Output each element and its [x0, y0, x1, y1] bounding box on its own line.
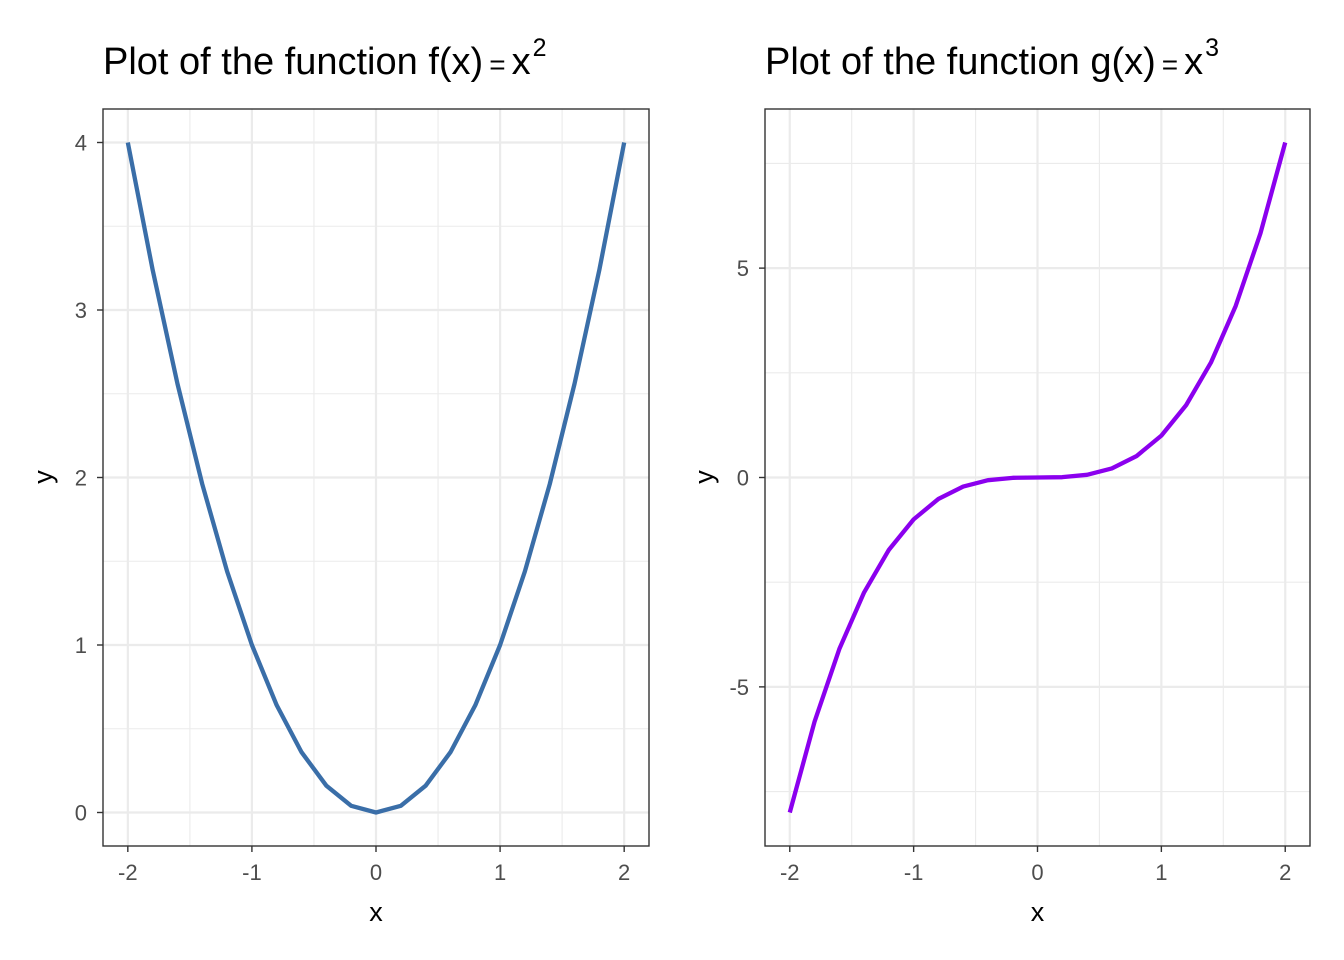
- chart-title-equals: =: [489, 49, 505, 80]
- chart-panel-1: Plot of the function f(x) = x2-2 -1 0 1 201234…: [28, 34, 650, 927]
- chart-title-arg: x: [452, 41, 471, 83]
- chart-title-prefix: Plot of the function: [765, 41, 1090, 83]
- y-tick-label: 0: [75, 801, 87, 826]
- chart-title-base: x: [512, 41, 531, 83]
- series-line: [787, 141, 1288, 814]
- y-tick-label: 4: [75, 131, 87, 156]
- y-tick-label: 0: [737, 466, 749, 491]
- chart-title: Plot of the function g(x) = x3: [765, 34, 1219, 83]
- chart-title-fname: g: [1090, 41, 1111, 83]
- x-tick-label: 0: [370, 860, 382, 885]
- chart-title-equals: =: [1162, 49, 1178, 80]
- chart-title-prefix: Plot of the function: [103, 41, 428, 83]
- x-tick-label: -1: [904, 860, 924, 885]
- x-tick-label: 1: [494, 860, 506, 885]
- y-tick-label: -5: [729, 675, 749, 700]
- y-tick-label: 1: [75, 633, 87, 658]
- chart-title-exponent: 2: [533, 34, 547, 62]
- chart-title-paren: (: [1111, 41, 1124, 83]
- x-tick-label: 1: [1155, 860, 1167, 885]
- chart-title-paren: ): [1143, 41, 1156, 83]
- x-axis-title: x: [369, 897, 383, 927]
- y-axis-title: y: [689, 470, 719, 484]
- chart-title-paren: ): [471, 41, 484, 83]
- chart-title-fname: f: [428, 41, 439, 83]
- x-tick-label: -2: [118, 860, 138, 885]
- y-axis-title: y: [28, 470, 58, 484]
- y-tick-label: 3: [75, 298, 87, 323]
- y-tick-label: 2: [75, 466, 87, 491]
- chart-panel-2: Plot of the function g(x) = x3-2 -1 0 1 2-505x…: [689, 34, 1311, 927]
- x-tick-label: 2: [1279, 860, 1291, 885]
- x-tick-label: 0: [1031, 860, 1043, 885]
- x-tick-label: 2: [618, 860, 630, 885]
- series-line: [125, 142, 627, 815]
- x-axis-title: x: [1031, 897, 1045, 927]
- chart-title-arg: x: [1124, 41, 1143, 83]
- chart-title-exponent: 3: [1205, 34, 1219, 62]
- chart-title: Plot of the function f(x) = x2: [103, 34, 546, 83]
- y-tick-label: 5: [737, 256, 749, 281]
- chart-title-paren: (: [439, 41, 452, 83]
- x-tick-label: -1: [242, 860, 262, 885]
- x-tick-label: -2: [780, 860, 800, 885]
- chart-title-base: x: [1184, 41, 1203, 83]
